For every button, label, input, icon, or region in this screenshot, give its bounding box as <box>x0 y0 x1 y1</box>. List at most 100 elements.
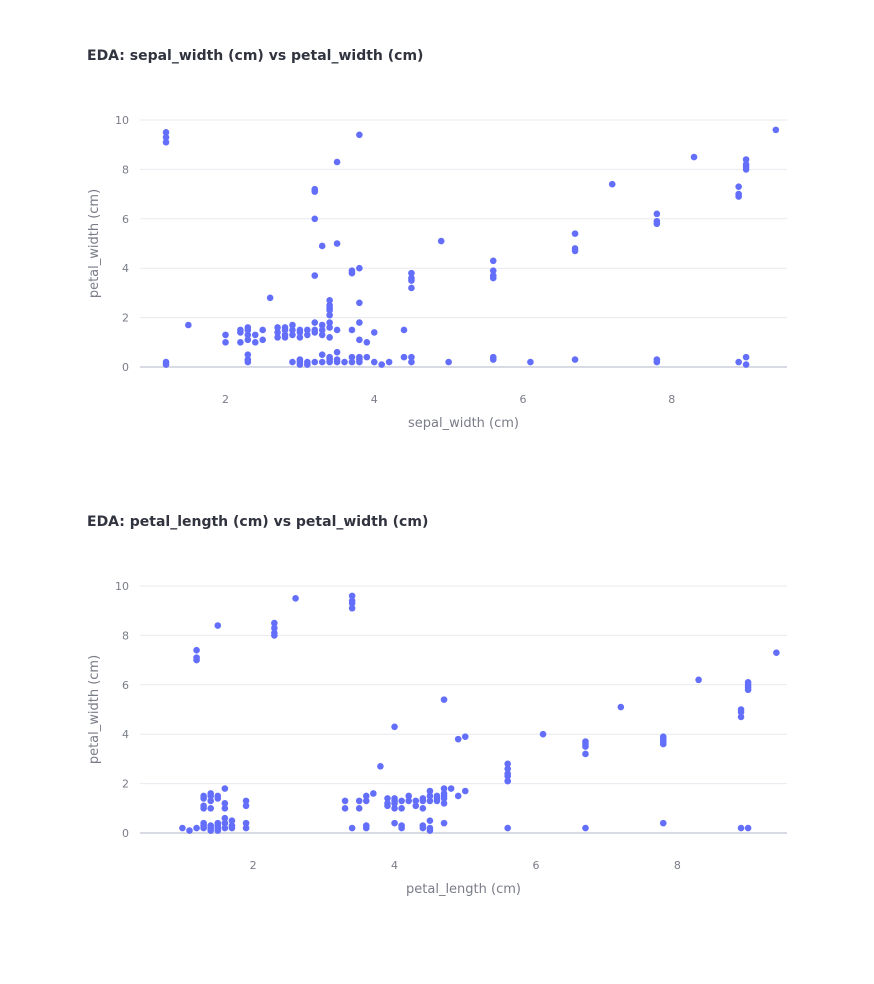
data-point[interactable] <box>744 824 752 832</box>
data-point[interactable] <box>311 358 319 366</box>
data-point[interactable] <box>214 822 222 829</box>
data-point[interactable] <box>408 269 415 277</box>
data-point[interactable] <box>571 247 579 255</box>
data-point[interactable] <box>617 703 625 711</box>
scatter-plot-area[interactable]: 0 2 4 6 8 10 2 4 6 8 petal_length (cm) petal_width … <box>0 466 874 932</box>
data-point[interactable] <box>242 824 250 832</box>
data-point[interactable] <box>571 356 579 363</box>
data-point[interactable] <box>179 824 186 832</box>
data-point[interactable] <box>440 785 448 792</box>
data-point[interactable] <box>391 795 398 802</box>
data-point[interactable] <box>653 220 661 228</box>
data-point[interactable] <box>318 242 326 250</box>
data-point[interactable] <box>690 153 698 161</box>
data-point[interactable] <box>311 272 319 279</box>
data-point[interactable] <box>311 215 319 223</box>
data-point[interactable] <box>259 326 267 334</box>
data-point[interactable] <box>296 334 304 341</box>
data-point[interactable] <box>251 339 259 346</box>
data-point[interactable] <box>311 319 319 326</box>
data-point[interactable] <box>242 797 250 805</box>
data-point[interactable] <box>405 792 412 800</box>
data-point[interactable] <box>440 696 448 703</box>
data-point[interactable] <box>326 297 333 304</box>
data-point[interactable] <box>222 339 229 346</box>
data-point[interactable] <box>207 792 215 800</box>
data-point[interactable] <box>391 800 398 807</box>
data-point[interactable] <box>385 358 393 366</box>
data-point[interactable] <box>348 358 356 366</box>
data-point[interactable] <box>318 326 326 334</box>
data-point[interactable] <box>304 361 311 368</box>
data-point[interactable] <box>400 353 408 361</box>
data-point[interactable] <box>735 358 742 366</box>
data-point[interactable] <box>242 802 250 810</box>
data-point[interactable] <box>296 329 304 336</box>
data-point[interactable] <box>162 129 170 136</box>
data-point[interactable] <box>695 676 702 684</box>
data-point[interactable] <box>356 358 363 366</box>
data-point[interactable] <box>207 797 215 805</box>
data-point[interactable] <box>348 604 356 612</box>
data-point[interactable] <box>582 824 589 832</box>
data-point[interactable] <box>348 353 356 361</box>
data-point[interactable] <box>274 324 281 331</box>
data-point[interactable] <box>412 802 420 810</box>
data-point[interactable] <box>362 824 370 832</box>
data-point[interactable] <box>742 156 750 163</box>
data-point[interactable] <box>608 180 616 188</box>
data-point[interactable] <box>363 353 371 361</box>
data-point[interactable] <box>419 805 427 812</box>
data-point[interactable] <box>193 646 200 654</box>
data-point[interactable] <box>251 331 259 339</box>
data-point[interactable] <box>221 824 229 832</box>
data-point[interactable] <box>408 277 415 284</box>
data-point[interactable] <box>356 264 363 272</box>
data-point[interactable] <box>370 329 378 336</box>
data-point[interactable] <box>214 827 222 834</box>
data-point[interactable] <box>426 827 434 834</box>
data-point[interactable] <box>370 790 377 797</box>
data-point[interactable] <box>772 126 780 134</box>
data-point[interactable] <box>318 358 326 366</box>
data-point[interactable] <box>391 819 398 827</box>
data-point[interactable] <box>582 743 589 750</box>
data-point[interactable] <box>461 787 469 795</box>
scatter-plot-area[interactable]: 0 2 4 6 8 10 2 4 6 8 sepal_width (cm) petal_width (… <box>0 0 874 466</box>
data-point[interactable] <box>742 353 750 361</box>
data-point[interactable] <box>391 723 398 731</box>
data-point[interactable] <box>398 824 405 832</box>
data-point[interactable] <box>362 792 370 800</box>
data-point[interactable] <box>333 240 341 247</box>
data-point[interactable] <box>281 324 289 331</box>
data-point[interactable] <box>289 321 296 329</box>
data-point[interactable] <box>735 183 742 190</box>
data-point[interactable] <box>292 595 299 602</box>
data-point[interactable] <box>311 185 319 193</box>
data-point[interactable] <box>653 358 661 366</box>
data-point[interactable] <box>489 257 497 265</box>
data-point[interactable] <box>193 656 200 664</box>
data-point[interactable] <box>221 805 229 812</box>
data-point[interactable] <box>356 131 363 139</box>
data-point[interactable] <box>408 358 415 366</box>
data-point[interactable] <box>162 361 170 368</box>
data-point[interactable] <box>222 331 229 339</box>
data-point[interactable] <box>398 805 405 812</box>
data-point[interactable] <box>348 267 356 274</box>
data-point[interactable] <box>370 358 378 366</box>
data-point[interactable] <box>582 750 589 758</box>
data-point[interactable] <box>659 819 667 827</box>
data-point[interactable] <box>266 294 274 302</box>
data-point[interactable] <box>440 819 448 827</box>
data-point[interactable] <box>289 331 296 339</box>
data-point[interactable] <box>348 824 356 832</box>
data-point[interactable] <box>356 299 363 307</box>
data-point[interactable] <box>489 356 497 363</box>
data-point[interactable] <box>207 822 215 829</box>
data-point[interactable] <box>274 329 281 336</box>
data-point[interactable] <box>221 819 229 827</box>
data-point[interactable] <box>405 797 412 805</box>
data-point[interactable] <box>237 326 244 334</box>
data-point[interactable] <box>193 824 200 832</box>
